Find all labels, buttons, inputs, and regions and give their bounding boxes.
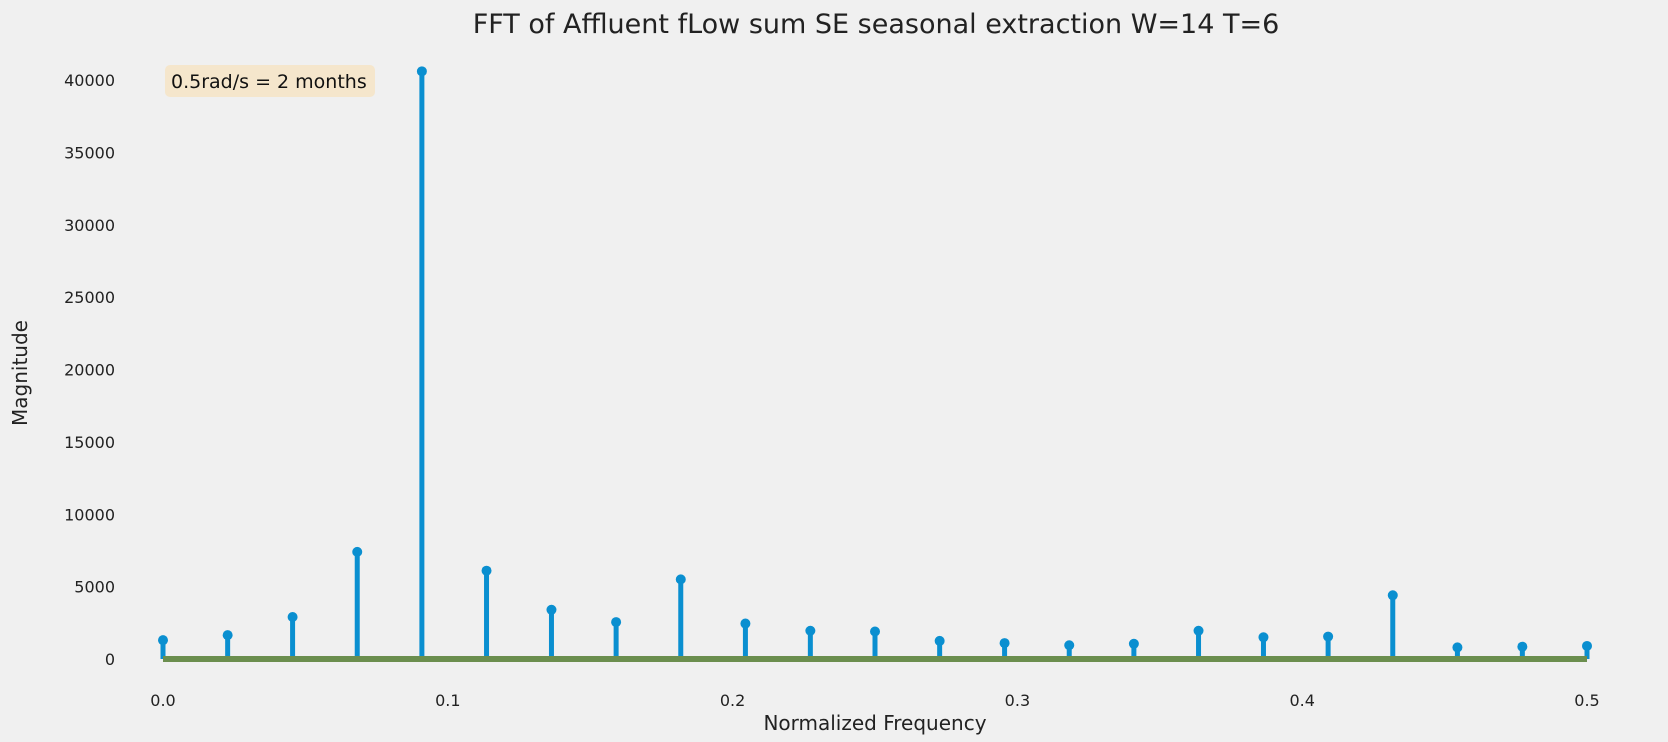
stem-marker <box>870 626 880 637</box>
x-tick-label: 0.2 <box>720 691 745 710</box>
stem-marker <box>675 574 686 585</box>
x-axis-title: Normalized Frequency <box>763 711 986 735</box>
stem-marker <box>1323 631 1334 642</box>
y-tick-label: 35000 <box>64 143 115 162</box>
stem-marker <box>1517 641 1528 652</box>
stem-marker <box>934 635 945 646</box>
chart-title: FFT of Affluent fLow sum SE seasonal ext… <box>473 9 1280 40</box>
x-tick-label: 0.0 <box>150 691 175 710</box>
y-tick-label: 30000 <box>64 216 115 235</box>
y-tick-label: 5000 <box>74 578 115 597</box>
stem-marker <box>611 617 622 628</box>
stem-marker <box>1258 632 1269 643</box>
stem-marker <box>1452 642 1463 653</box>
y-tick-label: 15000 <box>64 433 115 452</box>
stem-marker <box>1128 638 1139 649</box>
stem-marker <box>1193 625 1204 636</box>
stem-marker <box>222 630 233 641</box>
stem-marker <box>481 565 492 576</box>
y-tick-label: 0 <box>105 650 115 669</box>
x-tick-label: 0.4 <box>1289 691 1314 710</box>
stem-marker <box>999 638 1010 649</box>
annotation-text: 0.5rad/s = 2 months <box>171 71 367 93</box>
annotation-box: 0.5rad/s = 2 months <box>165 65 375 97</box>
x-tick-label: 0.5 <box>1574 691 1599 710</box>
stem-marker <box>1064 640 1075 651</box>
stem-marker <box>287 612 298 623</box>
tick-labels: 0 5000 10000 15000 20000 25000 30000 35000 40000… <box>64 71 1600 710</box>
stem-marker <box>416 66 427 77</box>
stem-marker <box>1582 640 1592 651</box>
stems <box>158 66 1592 659</box>
y-tick-label: 10000 <box>64 505 115 524</box>
y-tick-label: 40000 <box>64 71 115 90</box>
y-tick-label: 25000 <box>64 288 115 307</box>
y-tick-label: 20000 <box>64 361 115 380</box>
x-tick-label: 0.3 <box>1005 691 1030 710</box>
stem-marker <box>805 625 816 636</box>
stem-marker <box>546 604 557 615</box>
annotation-background <box>165 65 375 97</box>
y-axis-title: Magnitude <box>8 320 32 426</box>
x-tick-label: 0.1 <box>435 691 460 710</box>
stem-marker <box>352 546 363 557</box>
stem-marker <box>158 635 168 646</box>
stem-marker <box>740 618 751 629</box>
stem-marker <box>1387 590 1398 601</box>
